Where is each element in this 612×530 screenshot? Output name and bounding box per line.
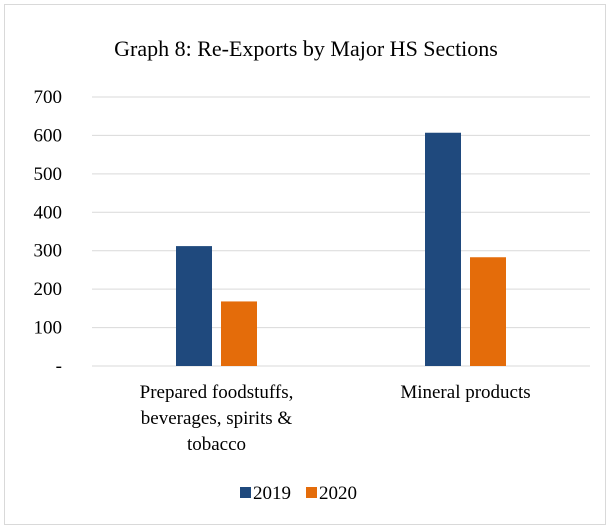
legend-swatch-2019 xyxy=(240,487,251,498)
y-tick-label: 200 xyxy=(34,279,63,300)
x-category-label: Prepared foodstuffs, beverages, spirits &… xyxy=(140,382,294,455)
x-category-label: Mineral products xyxy=(400,382,530,403)
legend: 2019 2020 xyxy=(240,483,357,504)
x-category-label-line: Prepared foodstuffs, xyxy=(140,382,294,403)
bar-2019-category-1 xyxy=(176,246,212,366)
legend-swatch-2020 xyxy=(306,487,317,498)
y-tick-label: 300 xyxy=(34,241,63,262)
y-axis-tick-labels: - 100 200 300 400 500 600 700 xyxy=(34,87,63,377)
y-tick-label: 600 xyxy=(34,125,63,146)
bar-2019-category-2 xyxy=(425,132,461,366)
bar-series xyxy=(176,132,506,366)
legend-label: 2019 xyxy=(253,483,291,504)
x-category-label-line: tobacco xyxy=(187,434,246,455)
bar-2020-category-2 xyxy=(470,257,506,366)
y-tick-label: - xyxy=(56,356,62,377)
chart-title: Graph 8: Re-Exports by Major HS Sections xyxy=(114,36,498,61)
y-tick-label: 500 xyxy=(34,164,63,185)
x-category-label-line: Mineral products xyxy=(400,382,530,403)
y-tick-label: 400 xyxy=(34,202,63,223)
y-tick-label: 700 xyxy=(34,87,63,108)
legend-label: 2020 xyxy=(319,483,357,504)
x-category-label-line: beverages, spirits & xyxy=(141,408,293,429)
gridlines xyxy=(92,96,590,329)
x-axis-category-labels: Prepared foodstuffs, beverages, spirits &… xyxy=(140,382,531,455)
y-tick-label: 100 xyxy=(34,318,63,339)
bar-2020-category-1 xyxy=(221,301,257,366)
